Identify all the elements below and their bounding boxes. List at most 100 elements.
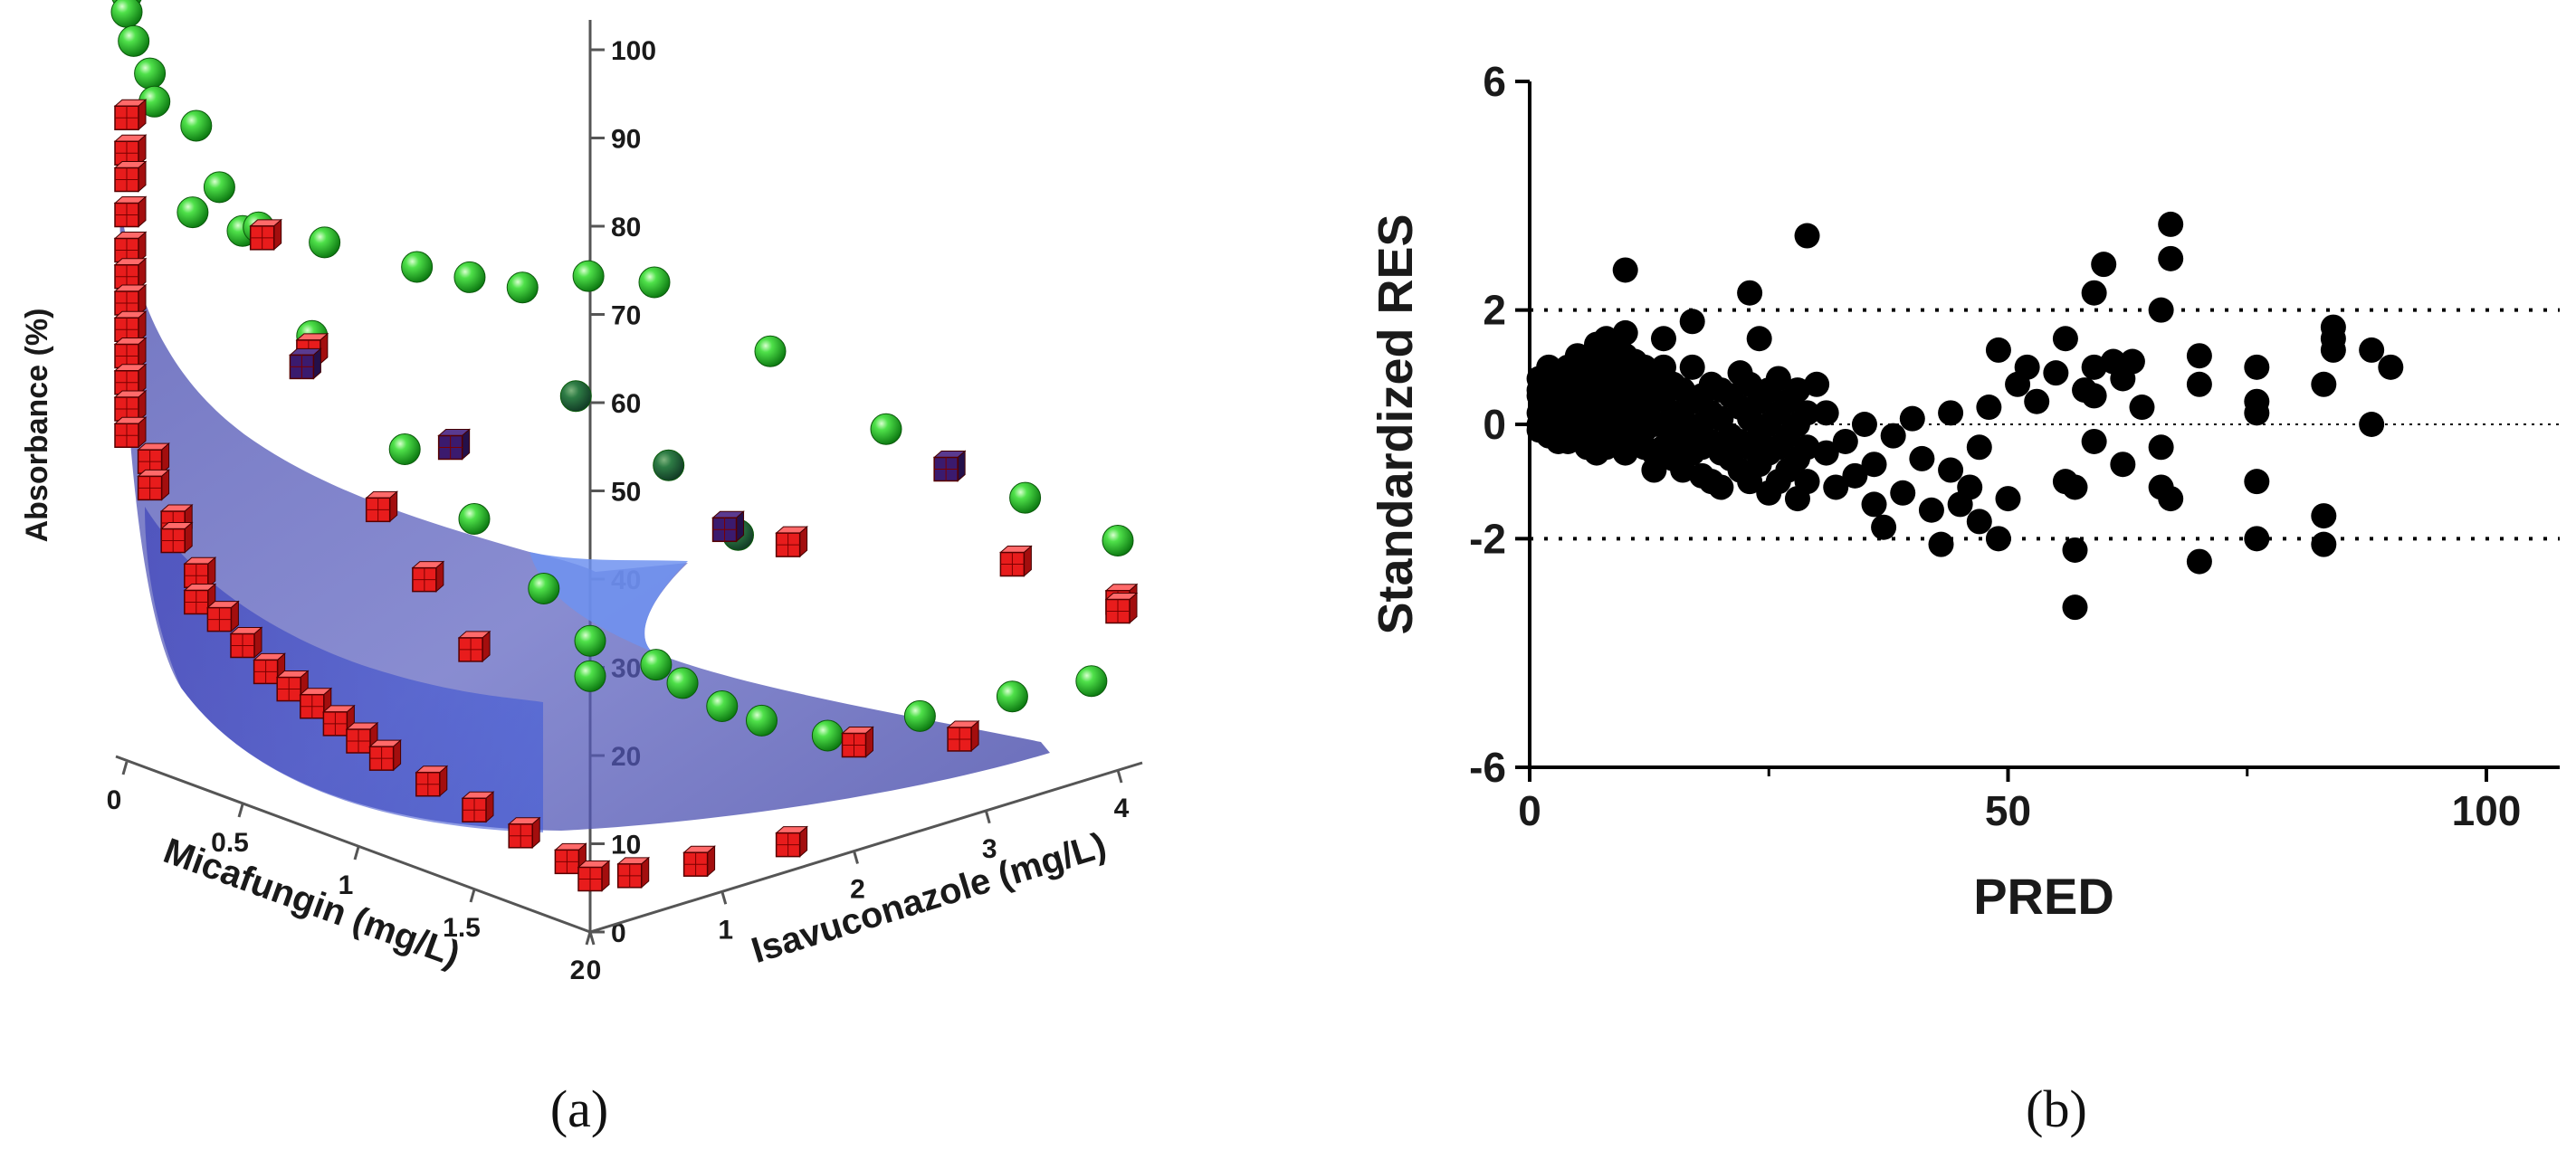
cube-data-point (299, 687, 333, 719)
residual-point (1976, 395, 2002, 421)
residual-point (1794, 223, 1820, 249)
isavuconazole-axis-line (589, 761, 1143, 934)
residual-point (1938, 400, 1964, 426)
sphere-data-point (870, 413, 902, 445)
panel-b-residual-chart: 6 2 0 -2 -6 0 50 100 Standardized RES PRED (b) (1369, 58, 2560, 1138)
sphere-data-point (640, 649, 673, 681)
residual-point (1890, 480, 1916, 506)
residual-point (1813, 440, 1839, 466)
residual-point (1985, 337, 2011, 363)
sphere-data-point (506, 271, 539, 304)
residual-point (1804, 371, 1830, 397)
x-tick-label: 1.5 (443, 913, 481, 943)
x-tick-label: 0 (107, 785, 122, 815)
y-tick-label: 0 (587, 956, 602, 985)
b-y-tick-label: -6 (1469, 744, 1506, 791)
residual-point (1957, 474, 1983, 500)
cube-data-point (368, 739, 402, 772)
sphere-data-point (1009, 481, 1042, 514)
cube-data-point (113, 231, 148, 263)
z-tick-label: 70 (611, 301, 641, 331)
residual-point (2158, 211, 2184, 237)
cube-data-point (841, 726, 874, 758)
residual-point (2062, 537, 2088, 563)
residual-point (1612, 257, 1638, 283)
residual-point (2129, 395, 2155, 421)
sphere-data-point (203, 171, 235, 204)
b-x-tick-label: 0 (1518, 787, 1541, 834)
residual-point (1650, 326, 1676, 352)
cube-data-point (437, 428, 471, 461)
cube-data-point (229, 626, 263, 659)
y-tick-label: 2 (850, 875, 865, 905)
cube-data-point (113, 416, 148, 449)
residual-point (1679, 354, 1705, 380)
cube-data-point (113, 363, 148, 395)
residual-point (1842, 462, 1868, 489)
sphere-data-point (110, 0, 143, 28)
residual-point (2320, 314, 2346, 340)
cube-data-point (461, 791, 495, 823)
residual-point (1995, 486, 2021, 512)
residual-point (1938, 457, 1964, 483)
sphere-data-point (996, 680, 1028, 713)
sphere-data-point (1102, 525, 1134, 556)
cube-data-point (507, 816, 541, 849)
cube-data-point (457, 630, 491, 663)
cube-data-point (775, 526, 808, 558)
cube-data-point (411, 560, 445, 593)
cube-data-point (322, 704, 356, 737)
cube-data-point (113, 99, 148, 131)
residual-point (2148, 297, 2174, 323)
residual-point (1679, 309, 1705, 335)
residual-point (2158, 486, 2184, 512)
x-tick-mark (469, 889, 476, 903)
residual-point (2091, 252, 2117, 278)
residual-point (1918, 497, 1944, 523)
panel-b-label: (b) (2026, 1079, 2087, 1138)
sphere-data-point (401, 251, 434, 283)
residual-point (2244, 526, 2270, 552)
cube-data-point (137, 469, 170, 501)
cube-data-point (1104, 592, 1139, 624)
cube-data-point (616, 856, 651, 889)
cube-data-point (113, 283, 148, 317)
z-tick-label: 90 (611, 125, 641, 155)
cube-data-point (113, 134, 148, 166)
residual-point (2311, 371, 2337, 397)
cube-data-point (113, 160, 148, 193)
b-y-tick-label: -2 (1469, 515, 1506, 562)
b-y-tick-label: 6 (1483, 58, 1506, 105)
x-axis-title: Micafungin (mg/L) (158, 831, 465, 975)
sphere-data-point (528, 572, 560, 604)
residual-point (1899, 405, 1925, 432)
residual-point (1737, 280, 1763, 306)
x-tick-mark (121, 761, 129, 775)
b-x-tick-label: 100 (2452, 787, 2522, 834)
residual-point (1909, 445, 1935, 471)
y-tick-label: 3 (982, 834, 997, 864)
residual-point (1966, 434, 1992, 461)
residual-point (2186, 548, 2212, 575)
residual-point (2081, 354, 2107, 380)
sphere-data-point (666, 667, 699, 699)
residual-point (1871, 514, 1897, 540)
z-tick-label: 0 (611, 918, 626, 948)
sphere-data-point (559, 380, 592, 413)
response-surface-front (145, 507, 543, 832)
residual-point (1746, 326, 1772, 352)
residual-point (2110, 452, 2136, 478)
sphere-data-point (572, 260, 605, 292)
cube-data-point (113, 389, 148, 423)
residual-point (1832, 428, 1858, 454)
micafungin-axis-line (115, 755, 591, 934)
sphere-data-point (1075, 665, 1108, 698)
sphere-data-point (653, 449, 685, 481)
sphere-data-point (180, 109, 213, 142)
cube-data-point (137, 442, 170, 475)
residual-point (1861, 452, 1887, 478)
b-y-tick-label: 0 (1483, 401, 1506, 448)
residual-point (1612, 319, 1638, 346)
